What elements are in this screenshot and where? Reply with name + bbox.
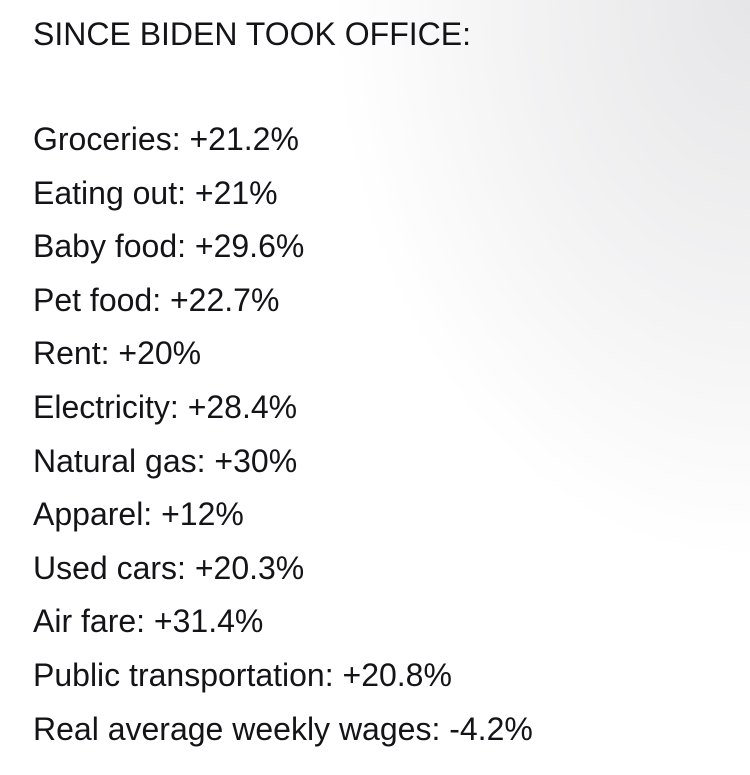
stat-line: Baby food: +29.6% — [33, 228, 305, 265]
stat-line: Groceries: +21.2% — [33, 121, 299, 157]
stat-line: Pet food: +22.7% — [33, 281, 280, 318]
stat-line: Air fare: +31.4% — [33, 603, 264, 640]
stat-line: Natural gas: +30% — [33, 442, 298, 479]
stat-line: Electricity: +28.4% — [33, 389, 298, 425]
stat-line: Apparel: +12% — [33, 496, 244, 533]
stat-line: Public transportation: +20.8% — [33, 657, 452, 693]
stat-line: Real average weekly wages: -4.2% — [33, 710, 533, 747]
stat-line: Used cars: +20.3% — [33, 549, 305, 586]
heading: SINCE BIDEN TOOK OFFICE: — [33, 16, 471, 52]
stat-line: Eating out: +21% — [33, 174, 278, 211]
stat-line: Rent: +20% — [33, 335, 202, 372]
